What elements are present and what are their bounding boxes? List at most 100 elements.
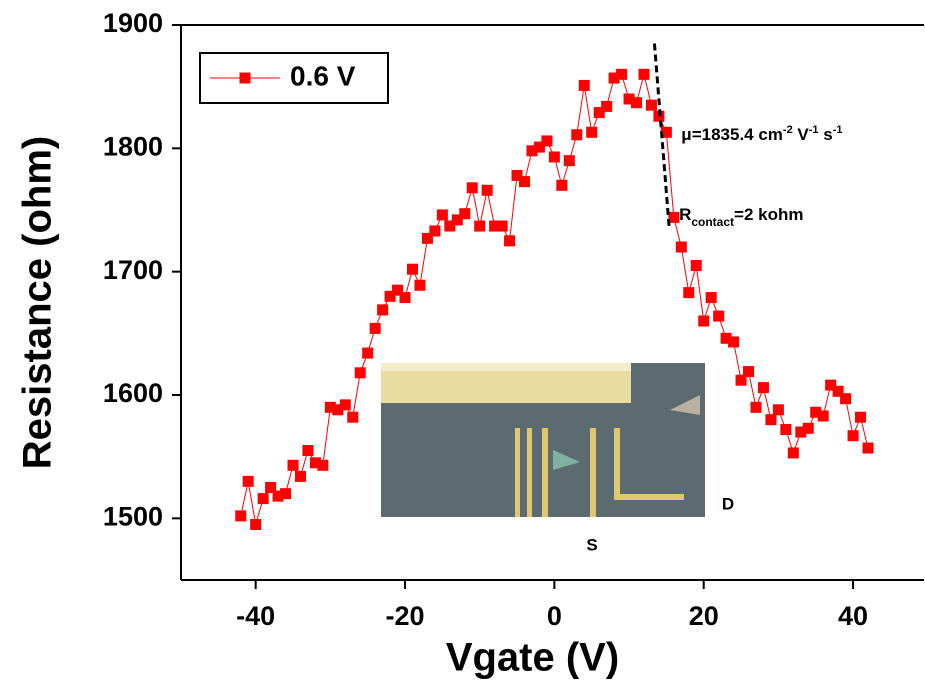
marker [623, 93, 635, 105]
marker [436, 209, 448, 221]
x-tick-label: 0 [547, 601, 562, 631]
marker [668, 211, 680, 223]
annotation-part: =2 kohm [734, 206, 803, 225]
marker [795, 426, 807, 438]
marker [459, 208, 471, 220]
marker [735, 374, 747, 386]
legend-marker [239, 72, 251, 84]
marker [518, 176, 530, 188]
x-tick-label: 20 [689, 601, 719, 631]
marker [810, 406, 822, 418]
y-tick-label: 1500 [103, 501, 163, 531]
marker [362, 347, 374, 359]
marker [720, 332, 732, 344]
marker [825, 379, 837, 391]
marker [832, 385, 844, 397]
marker [817, 410, 829, 422]
marker [332, 404, 344, 416]
marker [772, 404, 784, 416]
marker [862, 442, 874, 454]
marker [421, 232, 433, 244]
marker [369, 322, 381, 334]
annotation-part: V [793, 125, 810, 144]
marker [444, 220, 456, 232]
marker [728, 336, 740, 348]
marker [743, 366, 755, 378]
annotation-part: contact [691, 215, 734, 229]
marker [586, 126, 598, 138]
y-tick-label: 1800 [103, 131, 163, 161]
marker [855, 411, 867, 423]
marker [399, 292, 411, 304]
marker [406, 263, 418, 275]
marker [683, 287, 695, 299]
marker [511, 169, 523, 181]
marker [847, 430, 859, 442]
legend-label: 0.6 V [290, 60, 356, 91]
annotation: μ=1835.4 cm-2 V-1 s-1 [681, 124, 842, 145]
marker [489, 220, 501, 232]
marker [705, 292, 717, 304]
x-axis-label: Vgate (V) [446, 636, 619, 680]
marker [324, 401, 336, 413]
marker [593, 107, 605, 119]
marker [548, 151, 560, 163]
annotation: Rcontact=2 kohm [679, 206, 803, 230]
marker [474, 220, 486, 232]
marker [265, 482, 277, 493]
marker [757, 382, 769, 394]
marker [713, 310, 725, 322]
marker [541, 135, 553, 147]
marker [496, 220, 508, 232]
marker [294, 470, 306, 482]
marker [608, 72, 620, 84]
marker [392, 284, 404, 296]
annotation-part: -1 [809, 124, 819, 136]
marker [354, 367, 366, 379]
y-tick-label: 1900 [103, 8, 163, 38]
marker [631, 97, 643, 109]
marker [675, 241, 687, 253]
marker [317, 459, 329, 471]
x-tick-label: -20 [386, 601, 425, 631]
annotation-part: -2 [783, 124, 793, 136]
marker [429, 225, 441, 237]
x-tick-label: 40 [838, 601, 868, 631]
marker [780, 424, 792, 436]
marker [787, 447, 799, 459]
marker [302, 445, 314, 456]
marker [250, 519, 262, 530]
marker [601, 100, 613, 112]
marker [384, 290, 396, 302]
marker [563, 155, 575, 167]
annotation-part: s [819, 125, 833, 144]
marker [481, 184, 493, 196]
inset-label: S [586, 535, 597, 554]
fit-line [652, 43, 671, 230]
marker [309, 457, 321, 469]
marker [660, 126, 672, 138]
marker [347, 411, 359, 423]
marker [280, 488, 292, 500]
annotation-part: μ=1835.4 cm [681, 125, 783, 144]
marker [526, 145, 538, 157]
y-axis-label: Resistance (ohm) [16, 136, 60, 469]
annotation-part: R [679, 206, 691, 225]
marker [235, 510, 247, 522]
marker [257, 493, 269, 505]
marker [414, 279, 426, 291]
marker [765, 414, 777, 426]
marker [571, 129, 583, 141]
marker [339, 399, 351, 411]
marker [616, 68, 628, 80]
marker [556, 179, 568, 191]
marker [451, 214, 463, 226]
marker [272, 490, 284, 502]
marker [802, 422, 814, 434]
y-tick-label: 1700 [103, 255, 163, 285]
marker [698, 315, 710, 327]
marker [533, 141, 545, 153]
marker [690, 260, 702, 271]
annotation-part: -1 [833, 124, 843, 136]
marker [242, 475, 254, 487]
